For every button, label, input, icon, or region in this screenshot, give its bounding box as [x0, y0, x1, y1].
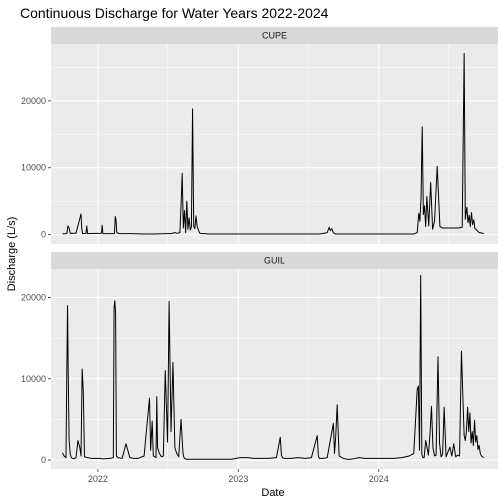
y-axis-title: Discharge (L/s) — [6, 217, 18, 292]
y-tick-label: 0 — [41, 455, 46, 465]
facet-strip-label: GUIL — [264, 256, 285, 266]
y-tick-label: 10000 — [21, 163, 46, 173]
facet-panel-guil: GUIL 0 10000 20000 — [21, 252, 498, 469]
panel-background — [51, 44, 498, 244]
discharge-line-cupe — [62, 52, 484, 235]
x-axis-title: Date — [261, 487, 284, 499]
facet-panels: CUPE 0 10000 20000 GUIL 0 10000 20000 — [21, 27, 498, 469]
x-tick-label: 2023 — [228, 474, 248, 484]
y-tick-label: 10000 — [21, 374, 46, 384]
x-axis-tick-labels: 2022 2023 2024 — [88, 469, 389, 484]
y-tick-label: 20000 — [21, 292, 46, 302]
panel-background — [51, 269, 498, 469]
chart-title: Continuous Discharge for Water Years 202… — [20, 5, 329, 21]
facet-panel-cupe: CUPE 0 10000 20000 — [21, 27, 498, 244]
discharge-line-guil — [62, 275, 485, 460]
facet-strip — [51, 27, 498, 44]
y-tick-label: 0 — [41, 230, 46, 240]
x-tick-label: 2024 — [369, 474, 389, 484]
facet-strip — [51, 252, 498, 269]
x-tick-label: 2022 — [88, 474, 108, 484]
facet-strip-label: CUPE — [262, 31, 287, 41]
y-tick-label: 20000 — [21, 96, 46, 106]
